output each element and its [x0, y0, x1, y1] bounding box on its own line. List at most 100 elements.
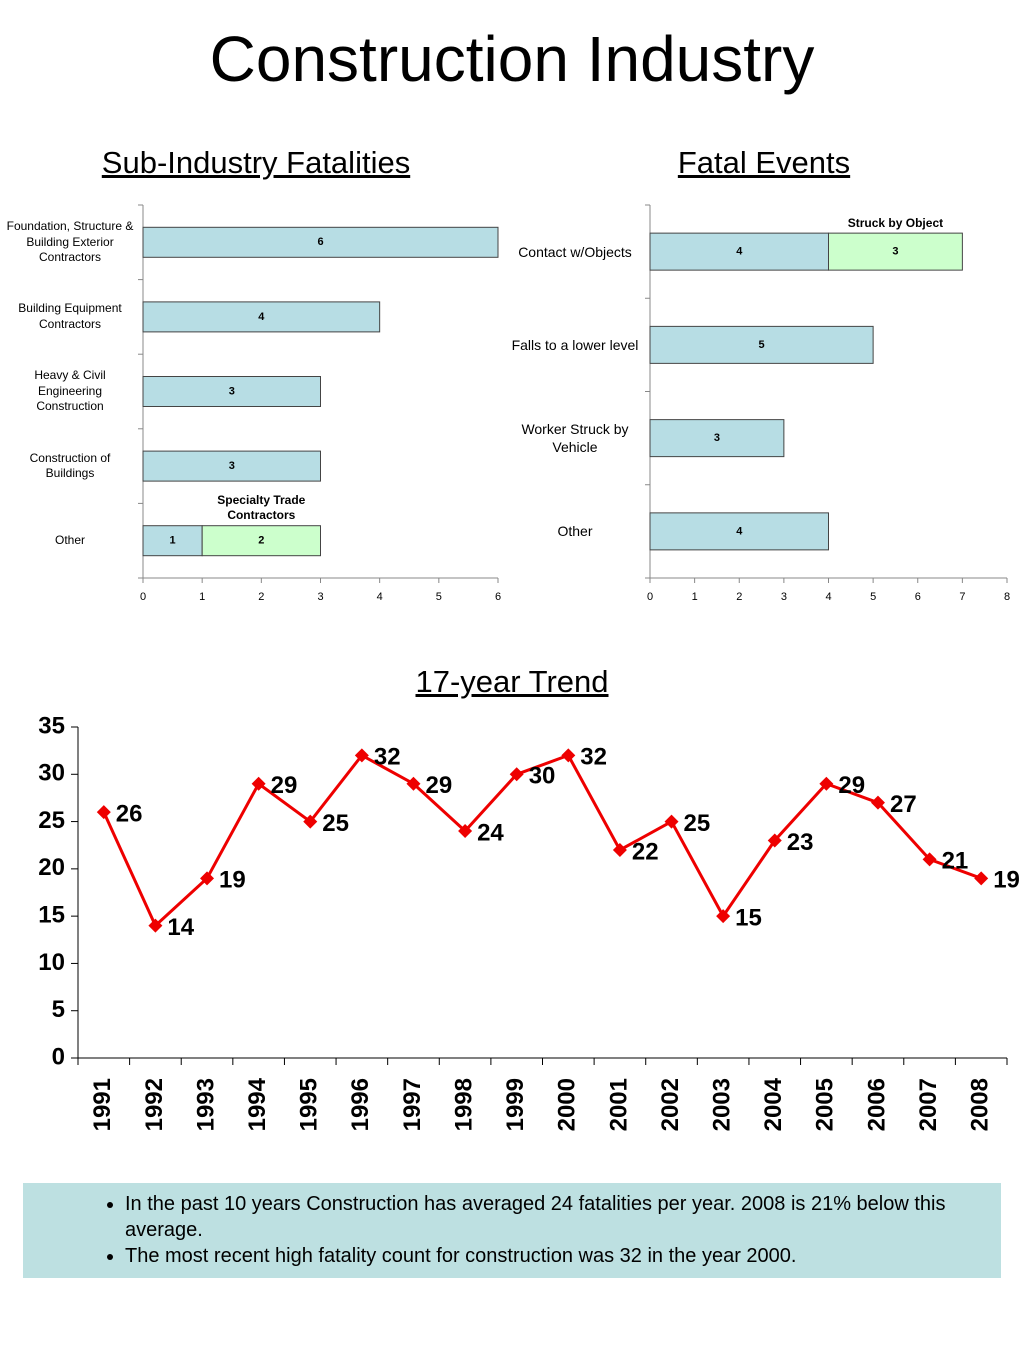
bar-segment [142, 525, 203, 557]
bar-segment [649, 232, 829, 271]
value-label: 29 [271, 772, 298, 799]
chart-title: 17-year Trend [415, 664, 609, 699]
x-tick-label: 7 [959, 591, 965, 603]
point [819, 776, 834, 791]
y-tick-label: 35 [38, 712, 65, 739]
x-tick-label: 6 [915, 591, 921, 603]
point [716, 909, 731, 924]
value-label: 3 [714, 432, 720, 444]
x-tick-label: 2002 [657, 1078, 684, 1131]
x-tick-label: 1996 [347, 1078, 374, 1131]
x-tick-label: 0 [647, 591, 653, 603]
x-tick-label: 1991 [89, 1078, 116, 1131]
x-tick-label: 8 [1004, 591, 1010, 603]
value-label: 5 [759, 339, 765, 351]
point [200, 871, 215, 886]
value-label: 32 [374, 744, 401, 771]
point [303, 814, 318, 829]
x-tick-label: 1998 [450, 1078, 477, 1131]
category-label: Falls to a lower level [511, 336, 639, 353]
x-tick-label: 1992 [141, 1078, 168, 1131]
x-tick-label: 5 [436, 591, 442, 603]
value-label: 21 [942, 848, 969, 875]
category-label: Heavy & Civil Engineering Construction [34, 368, 106, 414]
y-tick-label: 10 [38, 949, 65, 976]
value-label: 29 [425, 772, 452, 799]
bar-segment [142, 301, 381, 333]
x-tick-label: 1 [692, 591, 698, 603]
bar-segment [649, 512, 829, 551]
notes-box: In the past 10 years Construction has av… [23, 1183, 1001, 1278]
point [561, 748, 576, 763]
x-tick-label: 2004 [760, 1077, 787, 1131]
value-label: 19 [219, 867, 246, 894]
y-tick-label: 0 [52, 1043, 65, 1070]
value-label: 30 [529, 763, 556, 790]
x-tick-label: 0 [140, 591, 146, 603]
x-tick-label: 4 [377, 591, 383, 603]
series-label: Specialty Trade Contractors [217, 492, 306, 523]
note: The most recent high fatality count for … [125, 1243, 961, 1269]
category-label: Other [557, 523, 593, 540]
bar-segment [649, 419, 785, 458]
trend-line [102, 753, 982, 929]
y-tick-label: 25 [38, 807, 65, 834]
point [251, 776, 266, 791]
value-label: 3 [892, 246, 898, 258]
point [922, 852, 937, 867]
point [96, 805, 111, 820]
point [870, 795, 885, 810]
value-label: 2 [258, 535, 264, 547]
y-tick-label: 20 [38, 854, 65, 881]
x-tick-label: 3 [781, 591, 787, 603]
x-tick-label: 4 [825, 591, 831, 603]
value-label: 26 [116, 800, 143, 827]
bar-segment [142, 450, 321, 482]
point [767, 833, 782, 848]
slide-title: Construction Industry [209, 23, 815, 95]
category-label: Construction of Buildings [29, 450, 111, 481]
value-label: 6 [317, 236, 323, 248]
x-tick-label: 2003 [708, 1078, 735, 1131]
x-tick-label: 2007 [915, 1078, 942, 1131]
point [354, 748, 369, 763]
bar-segment [828, 232, 963, 271]
point [148, 918, 163, 933]
bar-segment [142, 376, 321, 407]
value-label: 19 [993, 867, 1020, 894]
value-label: 29 [838, 772, 865, 799]
value-label: 3 [229, 460, 235, 472]
x-tick-label: 3 [317, 591, 323, 603]
value-label: 4 [258, 311, 265, 323]
x-tick-label: 2001 [605, 1078, 632, 1131]
x-tick-label: 2005 [812, 1078, 839, 1131]
x-tick-label: 1994 [244, 1077, 271, 1131]
x-tick-label: 2 [736, 591, 742, 603]
x-tick-label: 1995 [296, 1078, 323, 1131]
point [406, 776, 421, 791]
series-label: Struck by Object [847, 215, 944, 230]
bar-segment [201, 525, 322, 557]
value-label: 25 [322, 810, 349, 837]
category-label: Contact w/Objects [518, 243, 632, 260]
y-tick-label: 5 [52, 996, 65, 1023]
x-tick-label: 1999 [502, 1078, 529, 1131]
value-label: 1 [170, 535, 176, 547]
x-tick-label: 1997 [399, 1078, 426, 1131]
bar-segment [142, 226, 499, 258]
chart-title: Fatal Events [677, 145, 851, 180]
category-label: Other [54, 532, 85, 547]
x-tick-label: 6 [495, 591, 501, 603]
value-label: 22 [632, 838, 659, 865]
value-label: 32 [580, 744, 607, 771]
point [664, 814, 679, 829]
chart-title: Sub-Industry Fatalities [101, 145, 411, 180]
x-tick-label: 2000 [554, 1078, 581, 1131]
value-label: 27 [890, 791, 917, 818]
value-label: 3 [229, 385, 235, 397]
point [509, 767, 524, 782]
point [458, 824, 473, 839]
value-label: 24 [477, 819, 504, 846]
y-tick-label: 15 [38, 901, 65, 928]
